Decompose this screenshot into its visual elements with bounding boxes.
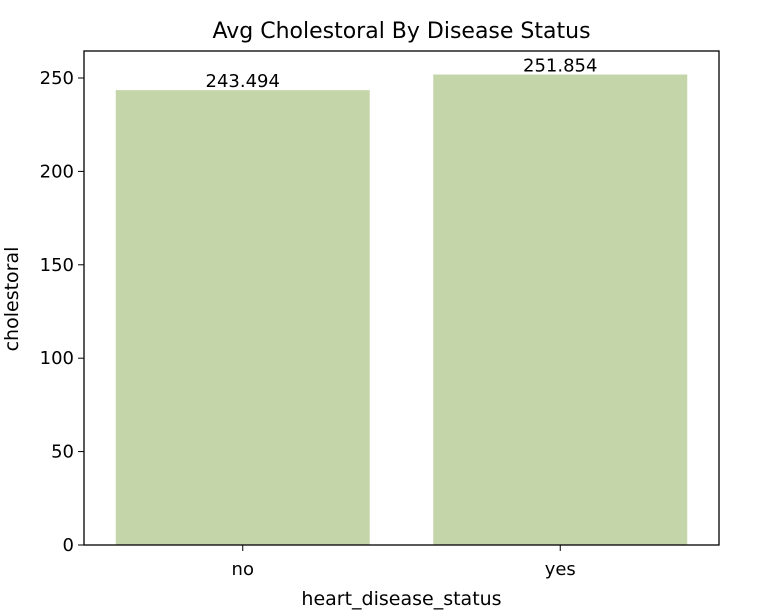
plot-frame bbox=[83, 50, 720, 546]
y-tick-label-0: 0 bbox=[63, 535, 74, 556]
bar-no bbox=[115, 90, 370, 545]
bar-yes bbox=[433, 74, 688, 546]
x-axis-label: heart_disease_status bbox=[301, 588, 501, 610]
data-label-yes: 251.854 bbox=[523, 56, 597, 77]
plot-area: 243.494 no 251.854 yes 0 50 100 150 200 250 bbox=[40, 50, 720, 580]
y-tick-label-150: 150 bbox=[40, 255, 74, 276]
y-axis-label: cholestoral bbox=[1, 247, 23, 352]
y-tick-label-250: 250 bbox=[40, 68, 74, 89]
x-tick-label-yes: yes bbox=[545, 559, 576, 580]
chart-title: Avg Cholestoral By Disease Status bbox=[212, 19, 590, 44]
y-tick-label-200: 200 bbox=[40, 161, 74, 182]
data-label-no: 243.494 bbox=[206, 71, 280, 92]
y-tick-label-50: 50 bbox=[51, 442, 74, 463]
y-tick-label-100: 100 bbox=[40, 348, 74, 369]
x-tick-label-no: no bbox=[232, 559, 254, 580]
